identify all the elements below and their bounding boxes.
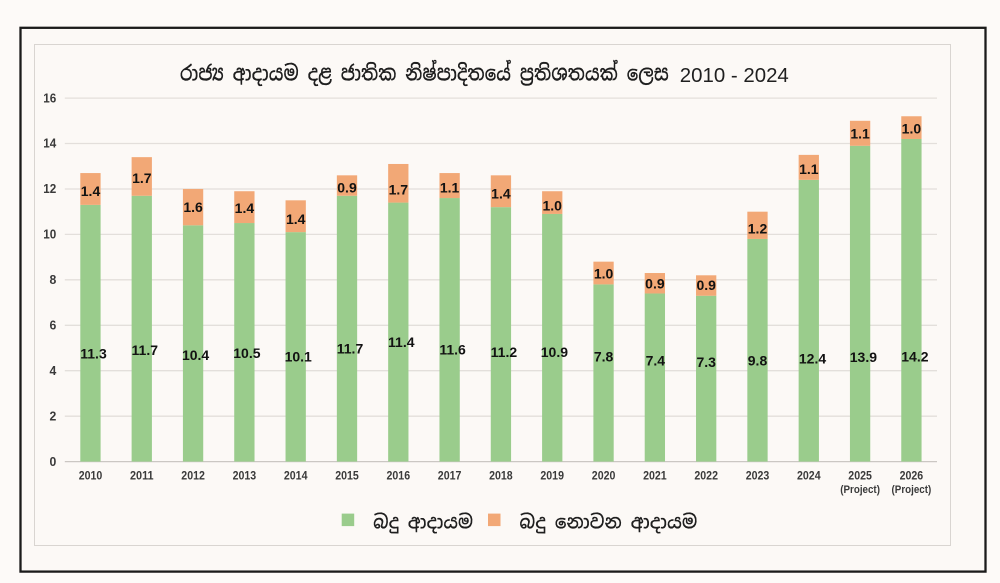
svg-text:1.7: 1.7: [132, 170, 152, 186]
svg-text:1.6: 1.6: [183, 199, 203, 215]
svg-text:8: 8: [50, 273, 57, 287]
svg-text:10.4: 10.4: [182, 347, 209, 363]
svg-text:9.8: 9.8: [748, 353, 768, 369]
svg-text:10.1: 10.1: [285, 349, 312, 365]
svg-text:0.9: 0.9: [337, 179, 357, 195]
svg-text:2012: 2012: [181, 471, 205, 483]
svg-text:1.2: 1.2: [748, 220, 768, 236]
svg-text:13.9: 13.9: [850, 349, 877, 365]
svg-text:11.7: 11.7: [337, 341, 364, 357]
svg-text:11.2: 11.2: [491, 344, 518, 360]
svg-text:1.0: 1.0: [594, 266, 614, 282]
svg-text:10.9: 10.9: [541, 344, 568, 360]
svg-text:2025: 2025: [848, 471, 872, 483]
svg-text:10: 10: [43, 228, 56, 242]
svg-text:11.4: 11.4: [388, 334, 415, 350]
svg-text:0: 0: [50, 455, 57, 469]
svg-text:2026: 2026: [900, 471, 924, 483]
svg-text:1.7: 1.7: [389, 182, 409, 198]
svg-text:2011: 2011: [130, 471, 154, 483]
svg-text:1.0: 1.0: [542, 197, 562, 213]
svg-text:2023: 2023: [746, 471, 770, 483]
svg-text:1.4: 1.4: [491, 185, 511, 201]
svg-text:1.4: 1.4: [81, 183, 101, 199]
svg-text:1.4: 1.4: [286, 211, 306, 227]
svg-text:1.1: 1.1: [440, 180, 460, 196]
svg-text:7.8: 7.8: [594, 349, 614, 365]
svg-text:2021: 2021: [643, 471, 667, 483]
svg-text:0.9: 0.9: [696, 277, 716, 293]
svg-text:2010: 2010: [79, 471, 103, 483]
svg-text:(Project): (Project): [892, 484, 932, 496]
svg-text:(Project): (Project): [840, 484, 880, 496]
svg-text:1.0: 1.0: [902, 121, 922, 137]
svg-text:2016: 2016: [387, 471, 411, 483]
svg-text:2014: 2014: [284, 471, 308, 483]
svg-text:6: 6: [50, 319, 57, 333]
svg-text:12.4: 12.4: [799, 351, 826, 367]
svg-text:2010 - 2024: 2010 - 2024: [680, 65, 789, 87]
svg-text:11.3: 11.3: [80, 346, 107, 362]
svg-text:2020: 2020: [592, 471, 616, 483]
svg-text:2019: 2019: [540, 471, 564, 483]
svg-text:11.7: 11.7: [132, 342, 159, 358]
svg-text:14: 14: [43, 137, 56, 151]
svg-text:2018: 2018: [489, 471, 513, 483]
svg-text:12: 12: [43, 182, 56, 196]
svg-text:2: 2: [50, 409, 57, 423]
svg-text:2015: 2015: [335, 471, 359, 483]
svg-text:1.4: 1.4: [235, 200, 255, 216]
svg-text:2022: 2022: [694, 471, 718, 483]
svg-text:11.6: 11.6: [439, 342, 466, 358]
svg-text:7.3: 7.3: [696, 354, 716, 370]
svg-text:1.1: 1.1: [850, 125, 870, 141]
svg-text:1.1: 1.1: [799, 161, 819, 177]
svg-text:2017: 2017: [438, 471, 462, 483]
svg-text:14.2: 14.2: [901, 349, 928, 365]
svg-text:16: 16: [43, 91, 56, 105]
svg-text:2013: 2013: [233, 471, 257, 483]
svg-text:2024: 2024: [797, 471, 821, 483]
svg-text:10.5: 10.5: [233, 345, 260, 361]
svg-text:0.9: 0.9: [645, 276, 665, 292]
svg-text:4: 4: [50, 364, 57, 378]
svg-text:7.4: 7.4: [646, 352, 666, 368]
